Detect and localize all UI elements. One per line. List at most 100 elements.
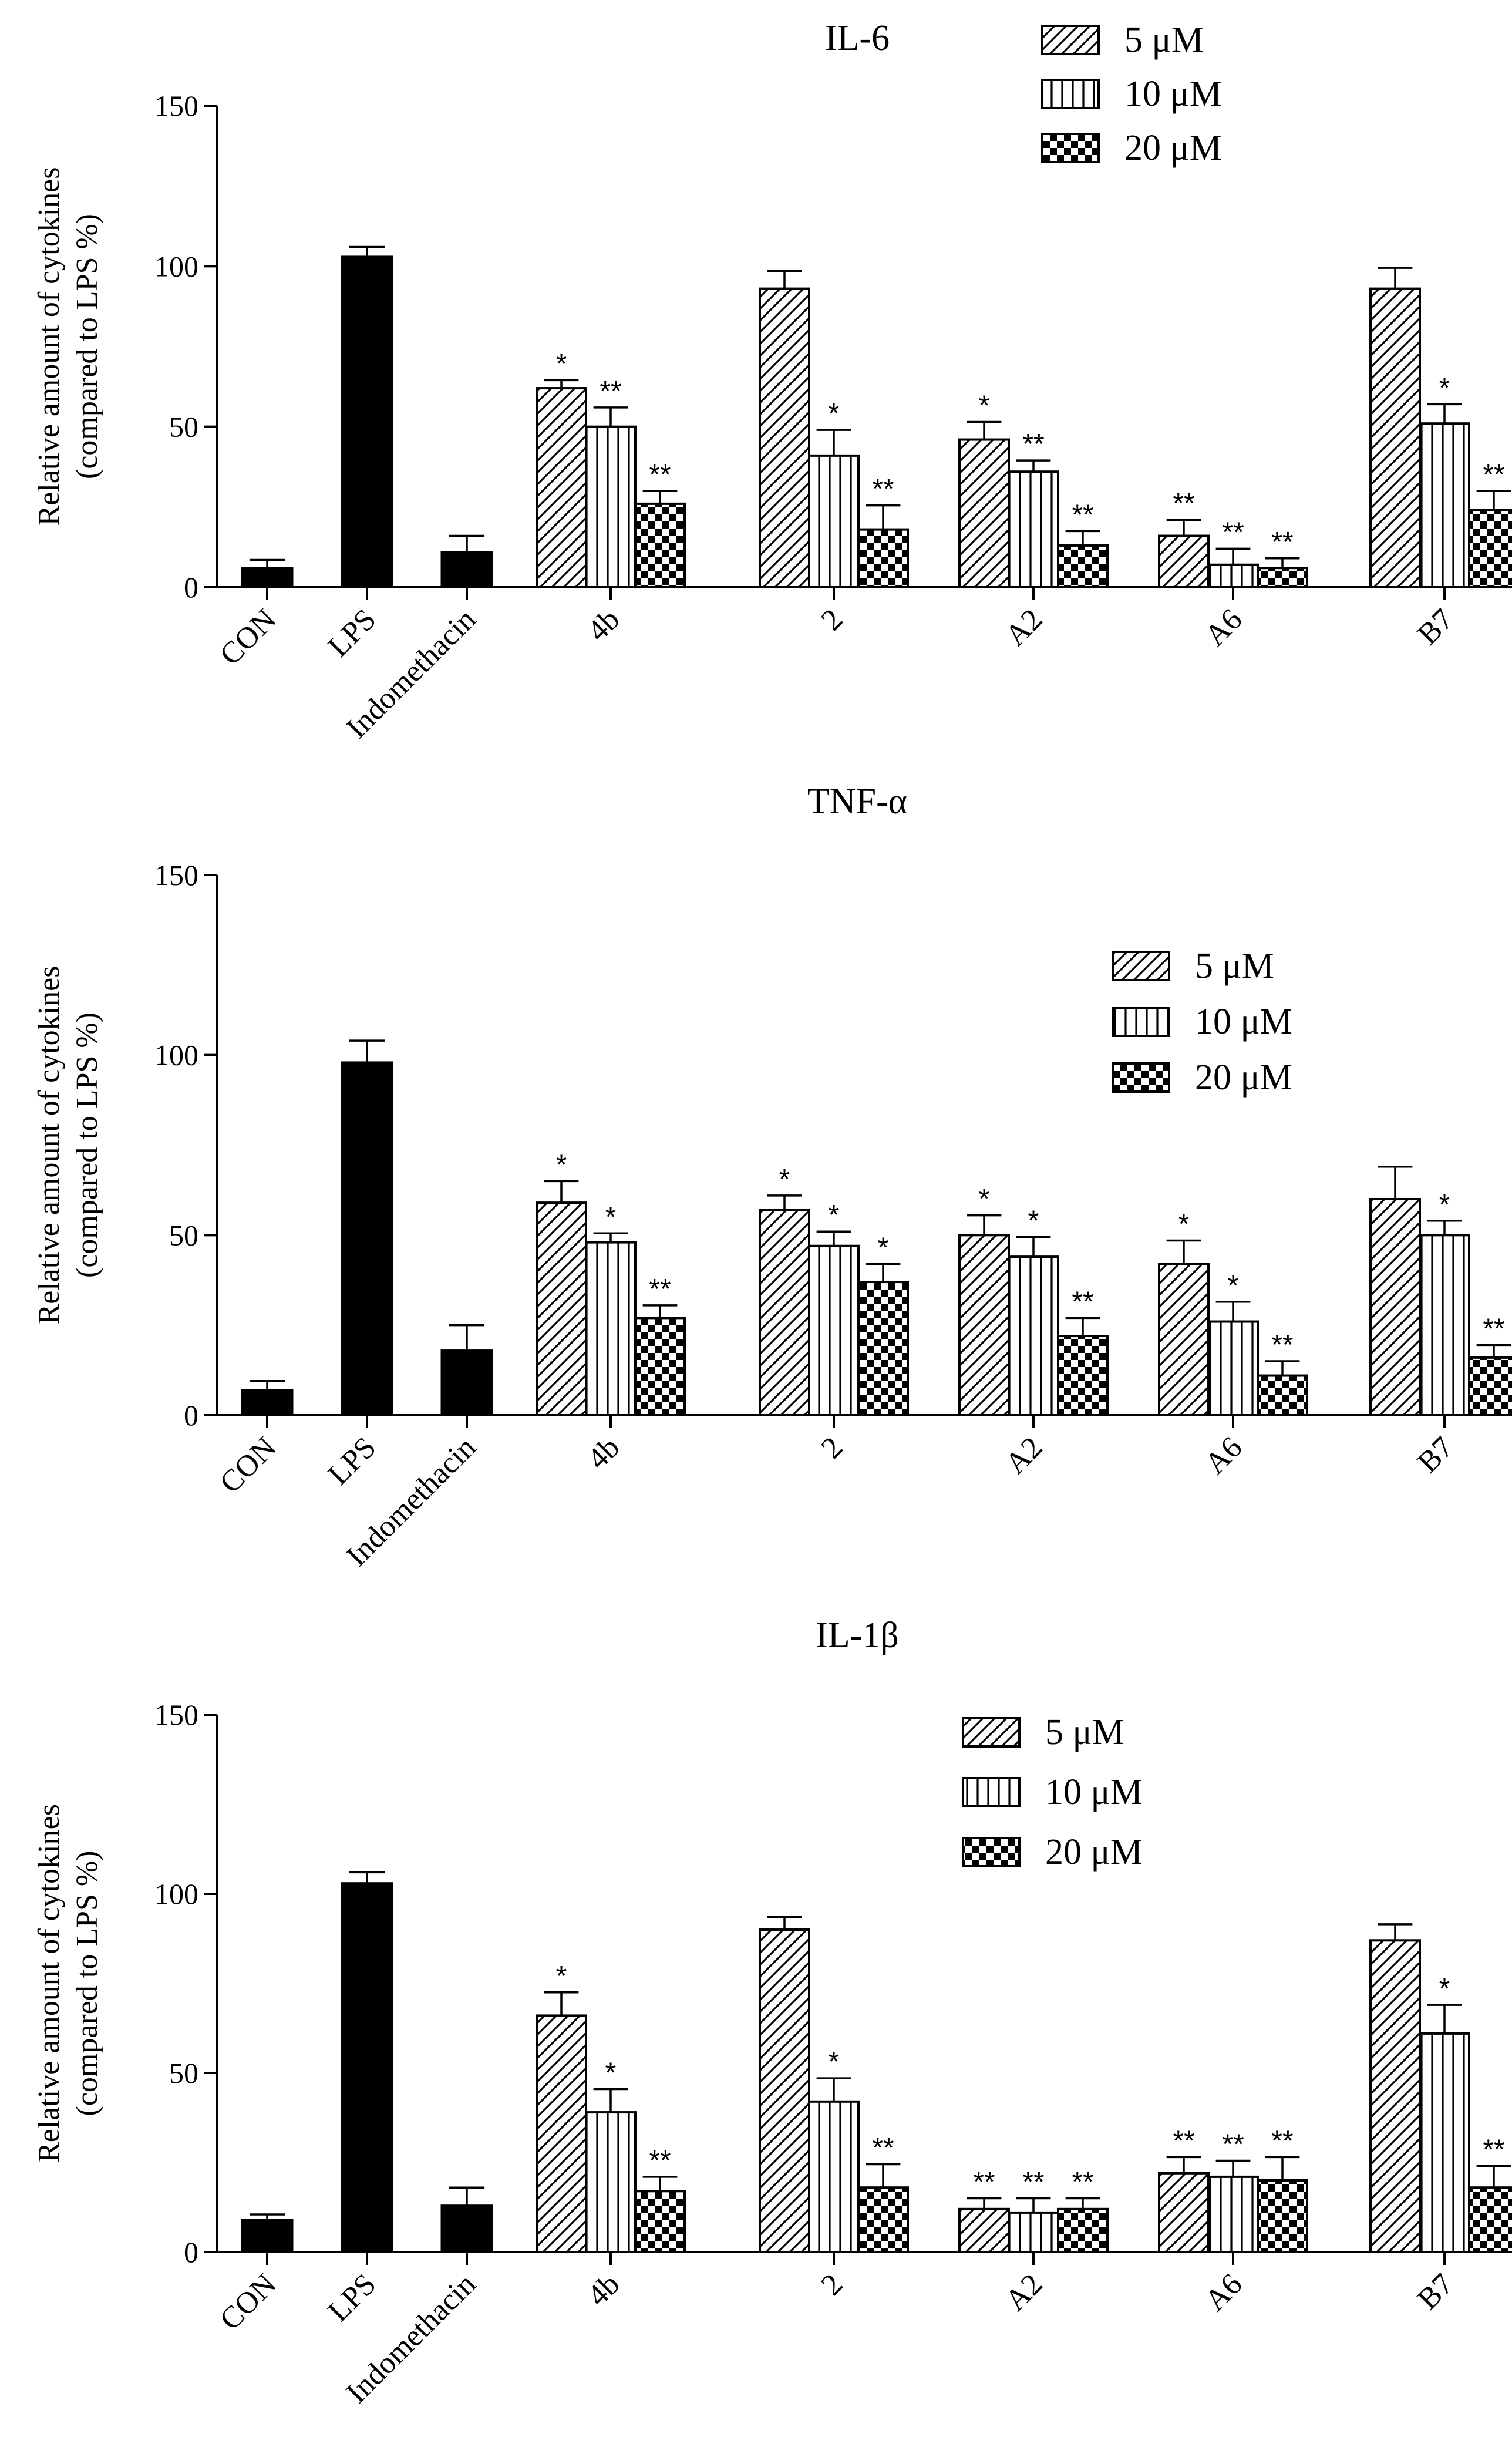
legend-swatch <box>1041 25 1100 55</box>
significance-mark: * <box>1439 1973 1450 2004</box>
bar-3 <box>857 1281 909 1416</box>
x-category-label: 4b <box>581 602 626 648</box>
bar-2 <box>585 2111 637 2254</box>
x-category-label: 4b <box>581 1430 626 1476</box>
bar-3 <box>1257 567 1308 589</box>
bar-2 <box>808 454 860 588</box>
bar-1 <box>1369 1198 1421 1416</box>
significance-mark: * <box>829 1200 840 1231</box>
legend-swatch <box>962 1777 1021 1807</box>
bar-control <box>341 1061 393 1416</box>
x-category-label: A2 <box>999 1430 1049 1480</box>
y-tick-label: 150 <box>154 89 198 122</box>
legend-swatch <box>1041 133 1100 163</box>
significance-mark: * <box>556 1961 567 1992</box>
significance-mark: * <box>605 1201 617 1233</box>
y-tick-label: 50 <box>169 410 198 443</box>
bar-1 <box>536 2014 587 2253</box>
legend-label: 10 μM <box>1124 74 1222 114</box>
x-category-label: LPS <box>322 602 383 664</box>
significance-mark: ** <box>649 459 671 490</box>
bar-1 <box>759 287 810 588</box>
y-axis-label-line2: (compared to LPS %) <box>70 214 104 479</box>
significance-mark: ** <box>649 1274 671 1305</box>
y-axis-label-line1: Relative amount of cytokines <box>32 966 66 1325</box>
y-tick-label: 0 <box>184 1399 198 1432</box>
legend-swatch <box>962 1717 1021 1748</box>
x-category-label: 4b <box>581 2267 626 2313</box>
legend-label: 20 μM <box>1045 1832 1143 1872</box>
y-axis-label-line1: Relative amount of cytokines <box>32 167 66 526</box>
significance-mark: * <box>829 2046 840 2078</box>
x-category-label: A2 <box>999 2267 1049 2317</box>
chart-title: TNF-α <box>807 782 907 822</box>
bar-3 <box>1257 1374 1308 1417</box>
bar-3 <box>1257 2179 1308 2253</box>
legend-label: 5 μM <box>1045 1712 1124 1752</box>
significance-mark: ** <box>1173 2125 1194 2156</box>
x-category-label: LPS <box>322 1430 383 1492</box>
bar-2 <box>1008 470 1059 589</box>
x-category-label: LPS <box>322 2267 383 2328</box>
y-tick-label: 100 <box>154 250 198 282</box>
x-category-label: A6 <box>1198 2267 1248 2317</box>
significance-mark: * <box>878 1232 889 1263</box>
significance-mark: * <box>1439 372 1450 403</box>
bar-control <box>241 2219 294 2253</box>
bar-control <box>241 1389 294 1416</box>
legend-swatch <box>1112 1007 1170 1037</box>
bar-3 <box>857 528 909 588</box>
significance-mark: ** <box>1483 2135 1504 2166</box>
legend-swatch <box>1041 79 1100 109</box>
x-category-label: 2 <box>815 1430 850 1465</box>
bar-2 <box>585 425 637 589</box>
significance-mark: * <box>1028 1205 1039 1236</box>
bar-control <box>440 2204 493 2253</box>
bar-3 <box>634 1317 686 1416</box>
significance-mark: ** <box>973 2167 995 2198</box>
bar-3 <box>1057 2207 1109 2254</box>
legend-label: 20 μM <box>1124 128 1222 168</box>
bar-3 <box>1057 544 1109 589</box>
y-tick-label: 50 <box>169 2056 198 2089</box>
bar-1 <box>958 1234 1010 1416</box>
bar-1 <box>536 387 587 588</box>
significance-mark: ** <box>1222 2129 1244 2160</box>
significance-mark: * <box>605 2057 617 2088</box>
legend-label: 5 μM <box>1124 20 1204 60</box>
bar-2 <box>1207 2175 1259 2253</box>
bar-1 <box>1158 2172 1210 2254</box>
significance-mark: ** <box>1072 1286 1093 1317</box>
bar-1 <box>1158 534 1210 588</box>
bar-control <box>341 1882 393 2253</box>
x-category-label: A6 <box>1198 1430 1248 1480</box>
y-axis-label-line1: Relative amount of cytokines <box>32 1804 66 2163</box>
bar-3 <box>1468 509 1512 588</box>
legend-label: 20 μM <box>1195 1058 1292 1098</box>
significance-mark: ** <box>1173 488 1194 519</box>
bar-3 <box>857 2186 909 2253</box>
y-tick-label: 0 <box>184 571 198 604</box>
bar-2 <box>1207 1320 1259 1417</box>
bar-2 <box>1419 1234 1470 1416</box>
bar-3 <box>634 2190 686 2254</box>
significance-mark: ** <box>1271 527 1293 558</box>
significance-mark: * <box>779 1164 790 1195</box>
x-category-label: B7 <box>1411 1430 1460 1479</box>
bar-1 <box>958 2207 1010 2254</box>
legend-swatch <box>1112 1062 1170 1093</box>
bar-control <box>241 567 294 588</box>
chart-panel-3: IL-1β Relative amount of cytokines (compar… <box>32 1615 1512 2410</box>
significance-mark: * <box>979 390 990 421</box>
bar-control <box>440 551 493 588</box>
bar-1 <box>759 1928 810 2253</box>
y-tick-label: 150 <box>154 859 198 891</box>
chart-panel-1: IL-6 Relative amount of cytokines (compare… <box>32 18 1512 745</box>
bar-3 <box>1057 1335 1109 1416</box>
bar-control <box>440 1349 493 1416</box>
bar-1 <box>958 438 1010 588</box>
x-category-label: CON <box>214 1430 283 1500</box>
y-tick-label: 0 <box>184 2236 198 2268</box>
significance-mark: ** <box>1072 2167 1093 2198</box>
